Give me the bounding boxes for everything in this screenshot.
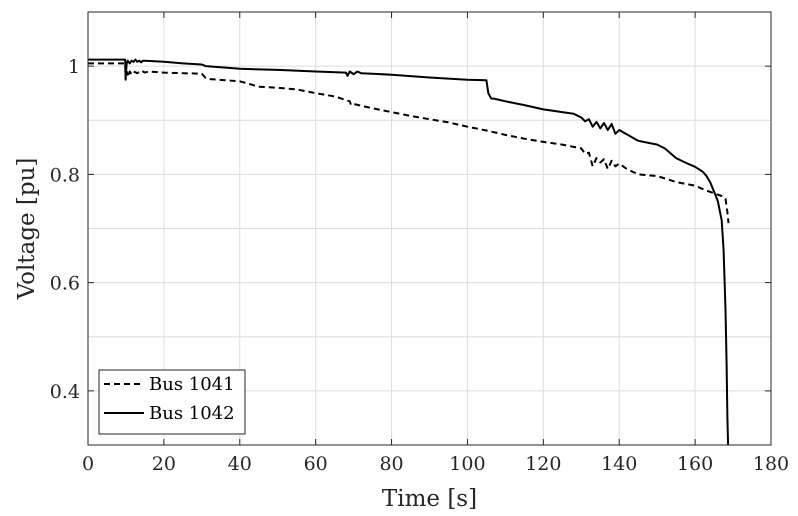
series-layer xyxy=(88,58,730,446)
plot-frame xyxy=(87,11,772,446)
x-tick-label: 180 xyxy=(753,453,789,475)
y-tick-label: 1 xyxy=(68,56,80,78)
legend-box xyxy=(98,369,246,435)
series-line-bus-1041 xyxy=(88,62,730,224)
x-tick-label: 100 xyxy=(449,453,485,475)
y-tick-label: 0.4 xyxy=(50,381,80,403)
x-tick-label: 160 xyxy=(677,453,713,475)
x-tick-label: 40 xyxy=(228,453,252,475)
legend-label-bus-1042: Bus 1042 xyxy=(149,403,235,424)
x-tick-label: 20 xyxy=(152,453,176,475)
x-tick-label: 140 xyxy=(601,453,637,475)
x-tick-label: 120 xyxy=(525,453,561,475)
x-tick-label: 0 xyxy=(82,453,94,475)
y-axis-title: Voltage [pu] xyxy=(14,158,40,301)
y-tick-label: 0.8 xyxy=(50,164,80,186)
legend: Bus 1041 Bus 1042 xyxy=(98,369,246,435)
series-line-bus-1042 xyxy=(88,58,730,446)
x-tick-label: 80 xyxy=(379,453,403,475)
legend-label-bus-1041: Bus 1041 xyxy=(149,374,235,395)
y-tick-label: 0.6 xyxy=(50,273,80,295)
x-tick-label: 60 xyxy=(304,453,328,475)
axis-ticks: 0 20 40 60 80 100 120 140 160 180 0.4 0.6 0.8 1 xyxy=(50,12,789,475)
x-axis-title: Time [s] xyxy=(382,486,477,512)
